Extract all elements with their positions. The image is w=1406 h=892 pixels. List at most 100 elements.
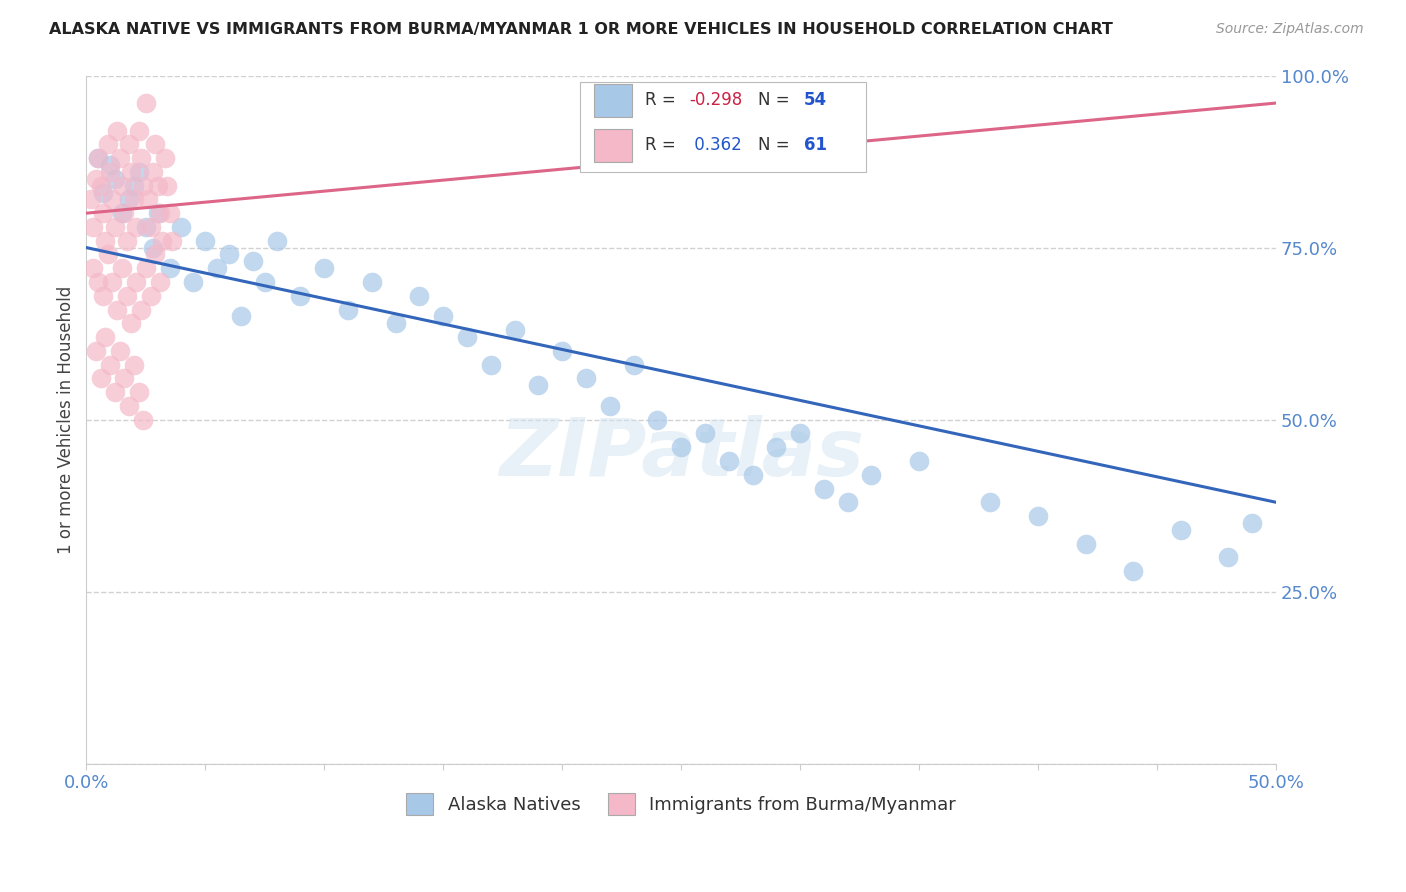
Point: [149, 206, 172, 220]
Point: [146, 178, 169, 193]
Bar: [595, 84, 633, 117]
Point: [104, 219, 127, 234]
Point: [242, 254, 264, 268]
Bar: [595, 128, 633, 161]
FancyBboxPatch shape: [581, 82, 866, 172]
Point: [129, 151, 152, 165]
Point: [91, 186, 114, 200]
Point: [139, 289, 162, 303]
Point: [479, 358, 502, 372]
Text: N =: N =: [758, 136, 796, 154]
Point: [82, 219, 104, 234]
Point: [1241, 516, 1264, 530]
Point: [290, 289, 312, 303]
Point: [118, 137, 141, 152]
Text: 0.362: 0.362: [689, 136, 742, 154]
Text: ZIPatlas: ZIPatlas: [499, 415, 863, 493]
Point: [122, 178, 145, 193]
Point: [87, 151, 110, 165]
Point: [159, 261, 181, 276]
Point: [813, 482, 835, 496]
Point: [527, 378, 550, 392]
Point: [128, 165, 150, 179]
Point: [142, 165, 165, 179]
Point: [1122, 564, 1144, 578]
Legend: Alaska Natives, Immigrants from Burma/Myanmar: Alaska Natives, Immigrants from Burma/My…: [398, 783, 965, 823]
Text: N =: N =: [758, 91, 796, 110]
Y-axis label: 1 or more Vehicles in Household: 1 or more Vehicles in Household: [58, 285, 75, 554]
Point: [118, 193, 141, 207]
Point: [112, 371, 135, 385]
Point: [132, 412, 155, 426]
Point: [91, 206, 114, 220]
Point: [159, 206, 181, 220]
Text: 54: 54: [804, 91, 827, 110]
Point: [136, 193, 159, 207]
Point: [122, 358, 145, 372]
Point: [139, 219, 162, 234]
Point: [669, 440, 692, 454]
Point: [765, 440, 787, 454]
Point: [837, 495, 859, 509]
Point: [101, 193, 124, 207]
Point: [160, 234, 183, 248]
Point: [717, 454, 740, 468]
Point: [94, 234, 117, 248]
Point: [152, 234, 174, 248]
Text: 61: 61: [804, 136, 827, 154]
Point: [143, 137, 166, 152]
Point: [142, 241, 165, 255]
Point: [979, 495, 1001, 509]
Point: [789, 426, 811, 441]
Point: [314, 261, 336, 276]
Point: [104, 171, 127, 186]
Point: [111, 206, 134, 220]
Text: R =: R =: [645, 91, 682, 110]
Point: [98, 165, 121, 179]
Point: [94, 330, 117, 344]
Point: [121, 165, 143, 179]
Point: [908, 454, 931, 468]
Point: [90, 178, 112, 193]
Point: [1074, 536, 1097, 550]
Point: [146, 206, 169, 220]
Point: [115, 234, 138, 248]
Point: [599, 399, 621, 413]
Point: [128, 123, 150, 137]
Text: ALASKA NATIVE VS IMMIGRANTS FROM BURMA/MYANMAR 1 OR MORE VEHICLES IN HOUSEHOLD C: ALASKA NATIVE VS IMMIGRANTS FROM BURMA/M…: [49, 22, 1114, 37]
Point: [84, 343, 107, 358]
Point: [183, 275, 205, 289]
Point: [80, 193, 103, 207]
Point: [97, 137, 120, 152]
Point: [384, 316, 406, 330]
Point: [156, 178, 179, 193]
Point: [1170, 523, 1192, 537]
Point: [1026, 509, 1049, 524]
Point: [97, 247, 120, 261]
Point: [143, 247, 166, 261]
Point: [98, 158, 121, 172]
Point: [575, 371, 598, 385]
Point: [1218, 550, 1240, 565]
Point: [104, 385, 127, 400]
Point: [205, 261, 228, 276]
Point: [105, 123, 128, 137]
Point: [153, 151, 176, 165]
Point: [360, 275, 382, 289]
Point: [101, 275, 124, 289]
Point: [266, 234, 288, 248]
Point: [122, 193, 145, 207]
Point: [105, 302, 128, 317]
Text: Source: ZipAtlas.com: Source: ZipAtlas.com: [1216, 22, 1364, 37]
Point: [149, 275, 172, 289]
Point: [111, 261, 134, 276]
Point: [408, 289, 430, 303]
Point: [135, 96, 157, 111]
Point: [432, 310, 454, 324]
Point: [125, 275, 148, 289]
Point: [503, 323, 526, 337]
Point: [218, 247, 240, 261]
Point: [170, 219, 193, 234]
Point: [115, 289, 138, 303]
Point: [693, 426, 716, 441]
